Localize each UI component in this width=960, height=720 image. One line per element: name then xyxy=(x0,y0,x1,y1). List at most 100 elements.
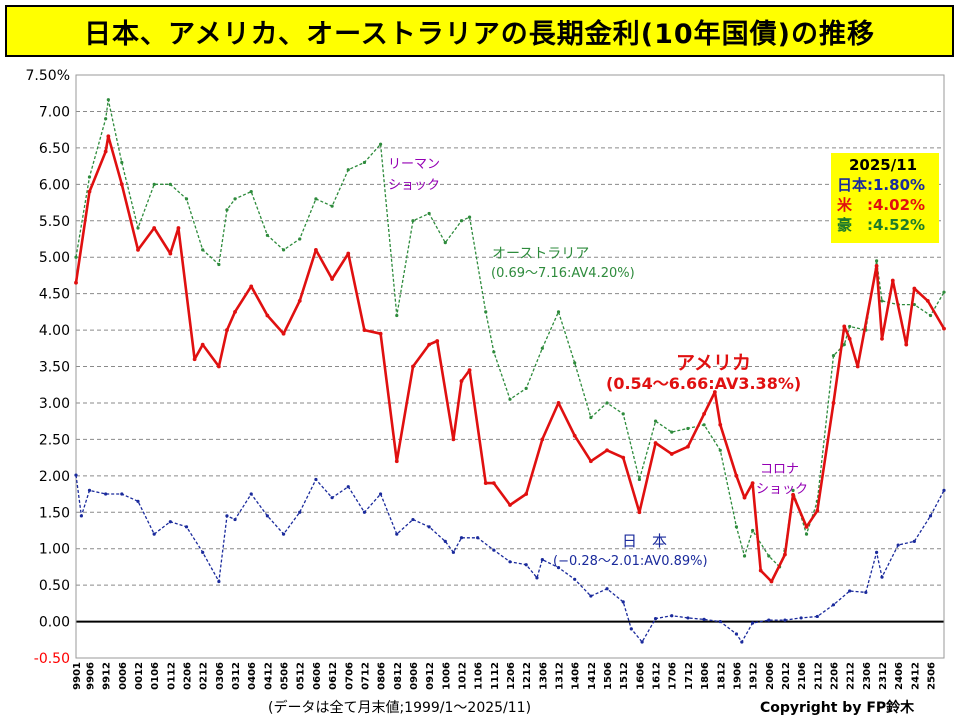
data-point xyxy=(670,430,674,434)
y-tick-label: 3.00 xyxy=(39,396,70,412)
data-point xyxy=(265,313,270,318)
data-point xyxy=(742,495,747,500)
data-point xyxy=(842,324,847,329)
data-point xyxy=(297,299,302,303)
data-point xyxy=(875,550,879,554)
latest-japan: 日本:1.80% xyxy=(837,176,926,194)
data-point xyxy=(484,310,488,314)
x-tick-label: 2406 xyxy=(894,662,905,690)
data-point xyxy=(912,286,917,291)
data-point xyxy=(848,589,852,593)
data-point xyxy=(783,552,787,557)
data-point xyxy=(942,326,946,331)
x-tick-label: 0012 xyxy=(134,662,145,690)
data-point xyxy=(265,233,269,237)
data-point xyxy=(265,514,269,518)
x-tick-label: 1506 xyxy=(603,662,614,690)
x-tick-label: 0206 xyxy=(183,662,194,690)
data-point xyxy=(411,517,415,522)
y-tick-label: 0.00 xyxy=(39,615,70,631)
data-point xyxy=(605,401,609,405)
data-point xyxy=(79,514,83,518)
data-point xyxy=(378,331,383,336)
data-point xyxy=(815,508,820,513)
data-point xyxy=(621,455,626,460)
data-point xyxy=(395,313,399,318)
data-point xyxy=(942,290,946,294)
data-point xyxy=(767,618,771,622)
data-point xyxy=(330,204,334,208)
x-tick-label: 0612 xyxy=(328,662,339,690)
data-point xyxy=(589,594,593,598)
x-tick-label: 1512 xyxy=(619,662,630,690)
data-point xyxy=(104,117,108,121)
x-tick-label: 1706 xyxy=(668,662,679,690)
y-tick-label: 4.50 xyxy=(39,287,70,303)
y-tick-label: 5.00 xyxy=(39,250,70,266)
x-tick-label: 9906 xyxy=(85,662,96,690)
x-tick-label: 0806 xyxy=(377,662,388,690)
data-point xyxy=(702,423,706,427)
data-point xyxy=(928,313,933,318)
data-point xyxy=(216,364,221,369)
x-tick-label: 2106 xyxy=(797,662,808,690)
x-tick-label: 1406 xyxy=(571,662,582,690)
data-point xyxy=(459,536,464,540)
data-point xyxy=(233,517,237,522)
y-tick-label: 2.50 xyxy=(39,432,70,448)
x-tick-label: 0312 xyxy=(231,662,242,690)
data-point xyxy=(831,401,836,405)
x-tick-label: 2212 xyxy=(846,662,857,690)
data-point xyxy=(880,336,884,341)
data-point xyxy=(427,342,432,347)
data-point xyxy=(540,346,544,350)
data-point xyxy=(443,539,447,544)
japan-label: 日 本 xyxy=(622,532,668,550)
data-point xyxy=(734,525,739,529)
x-tick-label: 1412 xyxy=(587,662,598,690)
x-tick-label: 2206 xyxy=(829,662,840,690)
data-point xyxy=(842,343,846,347)
x-tick-label: 1312 xyxy=(555,662,566,690)
x-tick-label: 1106 xyxy=(474,662,485,690)
data-point xyxy=(106,98,110,102)
data-point xyxy=(702,617,706,621)
data-point xyxy=(184,525,189,529)
x-tick-label: 0412 xyxy=(263,662,274,690)
latest-values-box: 2025/11 日本:1.80% 米 :4.02% 豪 :4.52% xyxy=(831,153,939,243)
data-point xyxy=(572,433,577,438)
data-point xyxy=(875,259,879,263)
x-tick-label: 2306 xyxy=(862,662,873,690)
data-point xyxy=(119,182,124,187)
data-point xyxy=(750,481,755,485)
x-tick-label: 0506 xyxy=(280,662,291,690)
data-point xyxy=(742,554,747,558)
x-tick-label: 1812 xyxy=(716,662,727,690)
data-point xyxy=(847,336,852,341)
data-point xyxy=(314,197,318,201)
data-point xyxy=(379,492,383,496)
data-point xyxy=(427,525,431,529)
data-point xyxy=(751,621,755,625)
y-tick-label: 2.00 xyxy=(39,469,70,485)
data-point xyxy=(136,226,140,230)
data-point xyxy=(605,587,609,591)
lehman-label-1: リーマン xyxy=(388,157,441,172)
data-point xyxy=(152,532,156,536)
series-lines xyxy=(74,98,946,644)
footer-note: (データは全て月末値;1999/1～2025/11) xyxy=(268,700,532,716)
latest-us: 米 :4.02% xyxy=(837,196,926,214)
data-point xyxy=(346,168,350,172)
data-point xyxy=(233,309,237,314)
data-point xyxy=(103,149,108,154)
data-point xyxy=(483,481,488,485)
data-point xyxy=(524,563,528,567)
x-tick-label: 2012 xyxy=(781,662,792,690)
data-point xyxy=(225,514,229,518)
data-point xyxy=(508,503,512,507)
x-tick-label: 1906 xyxy=(732,662,743,690)
data-point xyxy=(192,357,197,362)
x-tick-label: 1206 xyxy=(506,662,517,690)
latest-australia: 豪 :4.52% xyxy=(837,216,926,234)
